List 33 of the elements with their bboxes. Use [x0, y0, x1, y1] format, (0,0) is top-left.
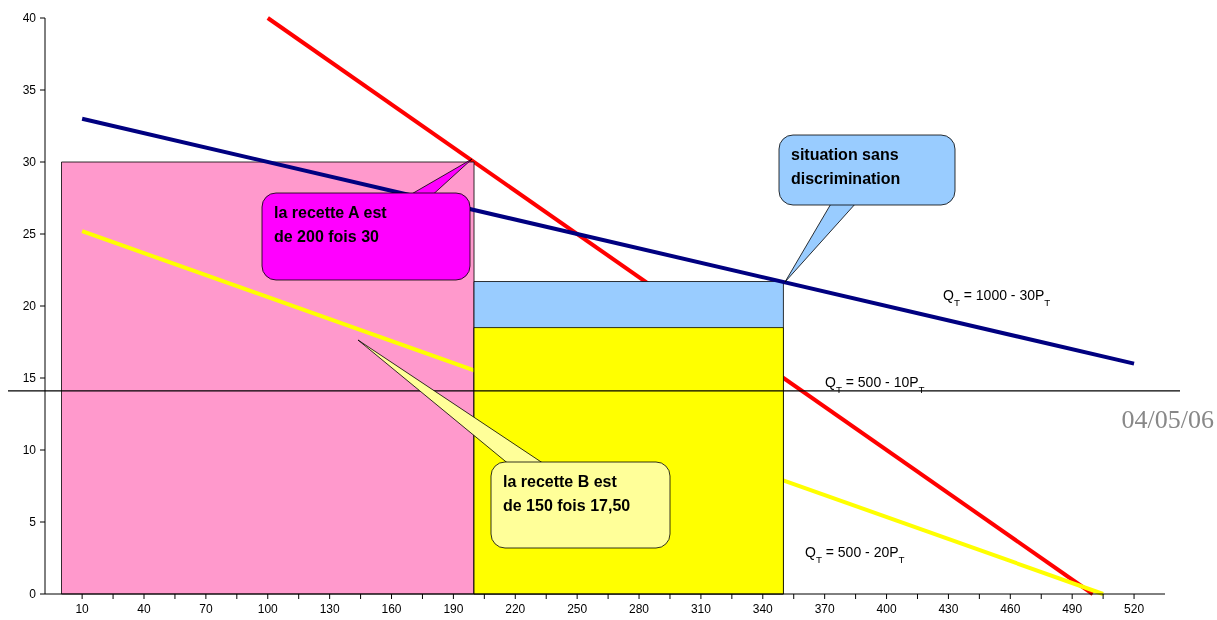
annotation: Q$_{T}$ = 1000 - 30P$_{T}$	[943, 287, 1051, 308]
annotation: situation sans discrimination	[791, 146, 901, 187]
x-tick-label: 280	[629, 602, 650, 616]
x-tick-label: 400	[876, 602, 897, 616]
y-tick-label: 20	[22, 299, 37, 313]
x-tick-label: 100	[257, 602, 279, 616]
y-tick-label: 40	[22, 11, 37, 25]
y-tick-label: 30	[22, 155, 37, 169]
x-tick-label: 130	[319, 602, 340, 616]
y-tick-label: 35	[22, 83, 37, 97]
x-tick-label: 520	[1124, 602, 1145, 616]
x-tick-label: 310	[690, 602, 712, 616]
x-tick-label: 370	[814, 602, 835, 616]
x-tick-label: 430	[938, 602, 959, 616]
x-tick-label: 220	[505, 602, 526, 616]
x-tick-label: 70	[199, 602, 213, 616]
x-tick-label: 10	[75, 602, 90, 616]
annotation: Q$_{T}$ = 500 - 20P$_{T}$	[805, 544, 905, 565]
x-tick-label: 460	[1000, 602, 1021, 616]
x-tick-label: 490	[1062, 602, 1083, 616]
x-tick-label: 340	[752, 602, 774, 616]
x-tick-label: 160	[381, 602, 402, 616]
y-tick-label: 10	[22, 443, 37, 457]
annotation: la recette A est de 200 fois 30	[274, 204, 388, 245]
annotation: 04/05/06	[1121, 405, 1214, 434]
y-tick-label: 5	[29, 515, 37, 529]
y-tick-label: 15	[22, 371, 37, 385]
y-tick-label: 0	[29, 587, 37, 601]
x-tick-label: 40	[137, 602, 151, 616]
x-tick-label: 250	[567, 602, 588, 616]
x-tick-label: 190	[443, 602, 464, 616]
annotation: la recette B est de 150 fois 17,50	[503, 473, 631, 514]
y-tick-label: 25	[22, 227, 37, 241]
